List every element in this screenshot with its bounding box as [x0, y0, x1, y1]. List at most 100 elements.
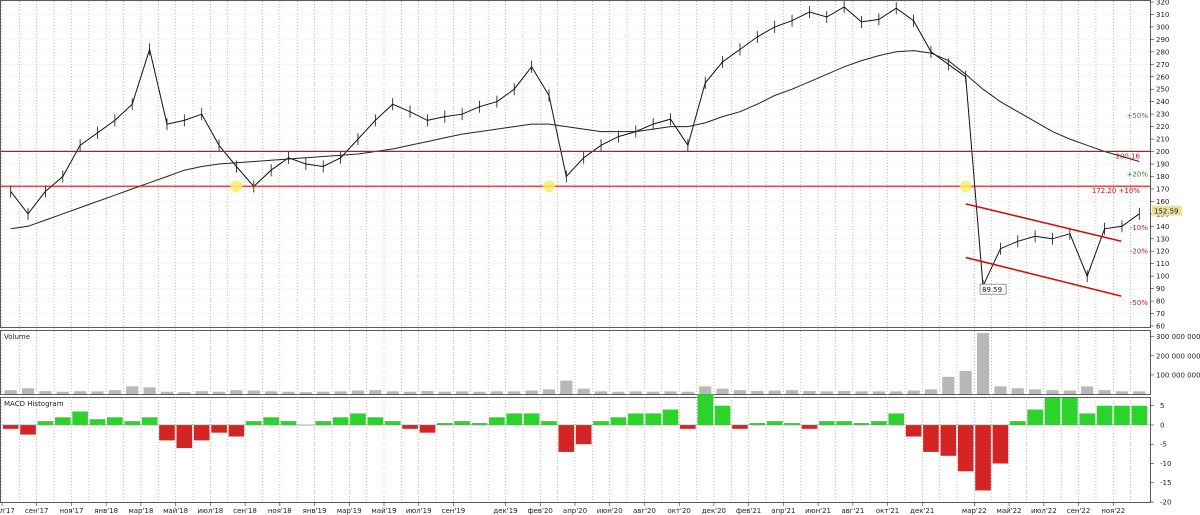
- level-label: 200.16: [1116, 152, 1141, 160]
- price-tick-label: 90: [1156, 285, 1165, 293]
- volume-bar: [1081, 386, 1094, 394]
- macd-bar: [836, 421, 852, 425]
- x-axis: июл'17 сен'17 ноя'17 янв'18 мар'18 май'18 июл'…: [0, 502, 1125, 515]
- volume-bar: [594, 391, 608, 394]
- macd-bar: [714, 405, 731, 425]
- volume-bar: [21, 388, 35, 394]
- price-tick-label: 320: [1156, 0, 1169, 7]
- channel-line: [965, 203, 1122, 243]
- macd-bar: [280, 421, 297, 425]
- macd-bar: [610, 417, 627, 425]
- percent-label: +50%: [1127, 112, 1149, 120]
- price-tick-label: 210: [1156, 136, 1169, 144]
- price-series: [10, 0, 1140, 293]
- volume-bar: [403, 391, 417, 394]
- macd-bar: [489, 417, 505, 425]
- price-tick-label: 250: [1156, 86, 1169, 94]
- volume-bar: [178, 392, 191, 394]
- x-tick-label: апр'20: [563, 507, 587, 515]
- volume-bar: [1133, 391, 1146, 394]
- macd-bar: [54, 417, 71, 425]
- macd-bar: [107, 417, 123, 425]
- price-tick-label: 300: [1156, 23, 1169, 31]
- volume-tick-label: 200 000 000: [1156, 352, 1200, 360]
- volume-bar: [872, 391, 885, 394]
- x-tick-label: фев'20: [528, 507, 553, 515]
- macd-tick-label: 0: [1160, 421, 1164, 429]
- volume-bar: [890, 391, 903, 394]
- volume-bar: [577, 388, 590, 394]
- macd-bar: [332, 417, 349, 425]
- price-tick-label: 130: [1156, 235, 1169, 243]
- x-tick-label: янв'18: [94, 507, 118, 515]
- macd-bar: [1027, 409, 1043, 425]
- highlight-point: [542, 180, 555, 193]
- x-tick-label: ноя'18: [268, 507, 292, 515]
- percent-label: -50%: [1130, 299, 1148, 307]
- price-tick-label: 80: [1156, 298, 1165, 306]
- x-tick-label: май'19: [372, 507, 397, 515]
- volume-bar: [785, 390, 799, 394]
- volume-bar: [542, 389, 556, 394]
- macd-bar: [523, 413, 540, 425]
- macd-bar: [2, 424, 19, 429]
- x-tick-label: окт'20: [667, 507, 690, 515]
- macd-tick-label: -10: [1160, 460, 1171, 468]
- volume-bar: [959, 371, 972, 394]
- macd-bar: [419, 424, 436, 433]
- volume-bar: [230, 390, 243, 394]
- volume-bar: [924, 389, 938, 394]
- macd-bar: [124, 421, 141, 425]
- macd-tick-label: -20: [1160, 499, 1171, 507]
- macd-bar: [263, 417, 279, 425]
- volume-bar: [1115, 391, 1129, 394]
- macd-bar: [766, 421, 783, 425]
- price-tick-label: 200: [1156, 148, 1169, 156]
- volume-bar: [473, 391, 486, 394]
- level-label: 172.20 +10%: [1092, 187, 1140, 195]
- volume-bar: [681, 391, 694, 394]
- volume-bar: [4, 390, 17, 394]
- volume-bar: [1011, 388, 1024, 394]
- x-tick-label: ноя'22: [1101, 507, 1125, 515]
- macd-bar: [350, 413, 366, 425]
- macd-bar: [159, 424, 175, 441]
- volume-bar: [976, 332, 990, 394]
- macd-bar: [818, 421, 835, 425]
- macd-bar: [784, 423, 800, 425]
- macd-bar: [627, 413, 644, 425]
- x-tick-label: июн'20: [597, 507, 623, 515]
- volume-bar: [317, 391, 330, 394]
- x-tick-label: окт'21: [876, 507, 899, 515]
- macd-bar: [471, 423, 488, 425]
- volume-bar: [1046, 390, 1059, 394]
- macd-bar: [315, 421, 332, 425]
- price-tick-label: 260: [1156, 73, 1169, 81]
- macd-bar: [402, 424, 418, 429]
- macd-bar: [245, 421, 262, 425]
- price-tick-label: 190: [1156, 161, 1169, 169]
- macd-bar: [193, 424, 210, 441]
- grid: [1, 1, 1150, 502]
- x-tick-label: авг'21: [841, 507, 864, 515]
- volume-axis: 300 000 000 200 000 000 100 000 000: [1150, 333, 1200, 379]
- volume-bar: [699, 386, 712, 394]
- x-tick-label: июл'19: [406, 507, 432, 515]
- price-tick-label: 280: [1156, 48, 1169, 56]
- macd-bars: [1, 394, 1150, 491]
- macd-bar: [749, 423, 766, 425]
- volume-bar: [212, 391, 226, 394]
- price-tick-label: 160: [1156, 198, 1169, 206]
- volume-bar: [942, 376, 955, 394]
- macd-bar: [1131, 405, 1148, 425]
- percent-label: -10%: [1130, 224, 1148, 232]
- macd-bar: [211, 424, 227, 433]
- x-tick-label: июл'17: [0, 507, 15, 515]
- x-tick-label: дек'19: [493, 507, 517, 515]
- percent-label: +20%: [1127, 170, 1149, 178]
- volume-bar: [768, 390, 781, 394]
- volume-bar: [525, 390, 538, 394]
- low-label: 89.59: [982, 286, 1002, 294]
- x-tick-label: май'22: [997, 507, 1022, 515]
- macd-bar: [141, 417, 158, 425]
